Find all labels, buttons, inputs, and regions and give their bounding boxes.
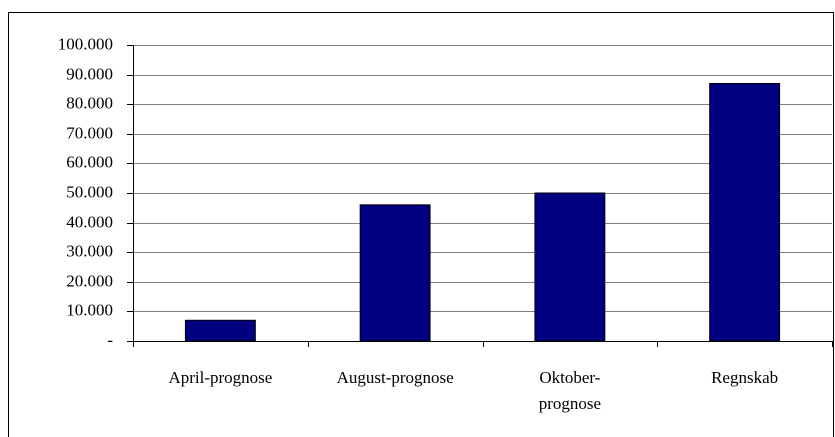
x-tick-label: April-prognose (168, 368, 273, 387)
y-tick-label: 20.000 (66, 271, 113, 290)
y-tick-label: 40.000 (66, 212, 113, 231)
y-tick-label: 80.000 (66, 93, 113, 112)
bar (359, 204, 431, 342)
x-tick-label: Oktober- prognose (538, 368, 602, 413)
x-tick-label: Regnskab (711, 368, 779, 387)
y-tick-label: 30.000 (66, 241, 113, 260)
y-tick-label: 70.000 (66, 123, 113, 142)
x-tick-label: August-prognose (336, 368, 454, 387)
y-tick-label: 60.000 (66, 152, 113, 171)
y-tick-label: 10.000 (66, 300, 113, 319)
y-tick-label: 100.000 (58, 34, 113, 53)
bar (534, 192, 606, 342)
chart-border (8, 12, 834, 437)
bar (184, 319, 256, 342)
bar (709, 82, 781, 342)
y-tick-label: - (107, 330, 113, 349)
y-tick-label: 90.000 (66, 64, 113, 83)
y-tick-label: 50.000 (66, 182, 113, 201)
